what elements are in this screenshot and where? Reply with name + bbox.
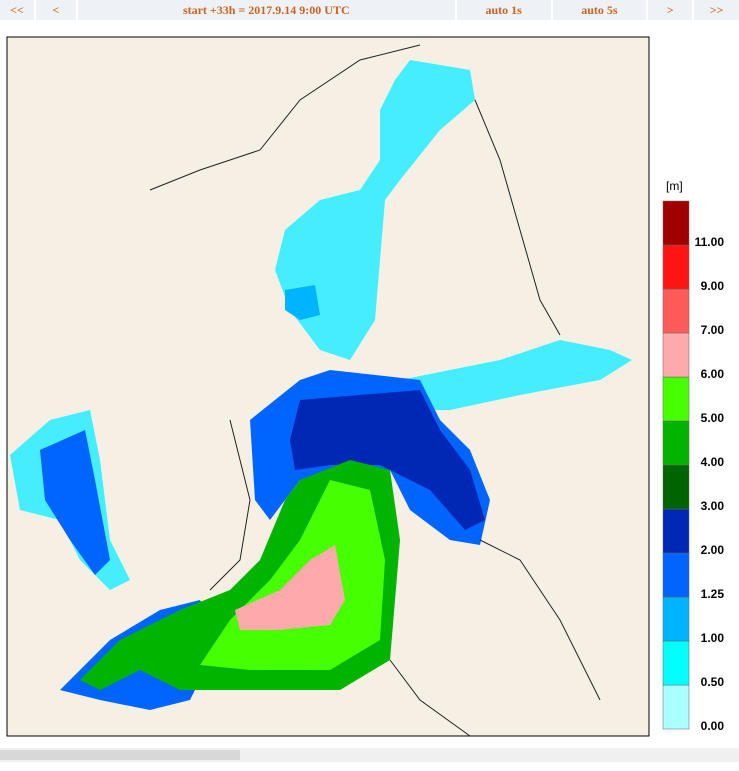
legend-label: 1.25 <box>701 587 725 601</box>
status: start +33h = 2017.9.14 9:00 UTC <box>77 0 455 20</box>
legend-swatch <box>662 552 690 598</box>
legend-label: 6.00 <box>701 367 725 381</box>
legend: 0.00 0.50 1.00 1.25 2.00 3.00 4.00 5.00 6.00 7.00… <box>662 200 725 733</box>
legend-label: 2.00 <box>701 543 725 557</box>
legend-swatch <box>662 508 690 554</box>
coastline <box>149 44 601 737</box>
legend-swatch <box>662 244 690 290</box>
legend-swatch <box>662 596 690 642</box>
legend-label: 4.00 <box>701 455 725 469</box>
legend-label: 3.00 <box>701 499 725 513</box>
legend-swatch <box>662 376 690 422</box>
legend-swatch <box>662 640 690 686</box>
next-button[interactable]: > <box>648 0 693 20</box>
scroll-thumb[interactable] <box>0 750 240 760</box>
legend-label: 0.50 <box>701 675 725 689</box>
prev-button[interactable]: < <box>35 0 76 20</box>
legend-swatch <box>662 464 690 510</box>
legend-label: 9.00 <box>701 279 725 293</box>
legend-swatch <box>662 332 690 378</box>
nav-bar: << < start +33h = 2017.9.14 9:00 UTC aut… <box>0 0 739 22</box>
legend-swatch <box>662 200 690 246</box>
legend-swatch <box>662 420 690 466</box>
legend-label: 5.00 <box>701 411 725 425</box>
sea <box>10 60 632 710</box>
auto1-button[interactable]: auto 1s <box>456 0 551 20</box>
legend-label: 11.00 <box>695 235 725 249</box>
legend-swatch <box>662 288 690 334</box>
legend-label: 1.00 <box>701 631 725 645</box>
legend-label: 7.00 <box>701 323 725 337</box>
legend-swatch <box>662 684 690 730</box>
first-button[interactable]: << <box>0 0 34 20</box>
legend-label: 0.00 <box>701 719 725 733</box>
last-button[interactable]: >> <box>694 0 739 20</box>
legend-unit: [m] <box>666 179 683 193</box>
auto5-button[interactable]: auto 5s <box>552 0 647 20</box>
